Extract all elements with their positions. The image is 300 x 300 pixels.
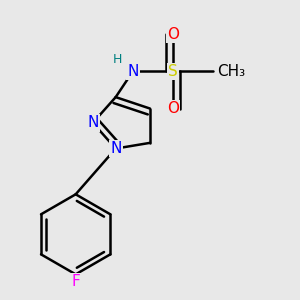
- Text: CH₃: CH₃: [217, 64, 245, 79]
- Text: O: O: [167, 27, 179, 42]
- Text: F: F: [71, 274, 80, 289]
- Text: H: H: [112, 53, 122, 67]
- Text: N: N: [127, 64, 139, 79]
- Text: N: N: [87, 115, 98, 130]
- Text: S: S: [168, 64, 178, 79]
- Text: N: N: [110, 141, 122, 156]
- Text: O: O: [167, 101, 179, 116]
